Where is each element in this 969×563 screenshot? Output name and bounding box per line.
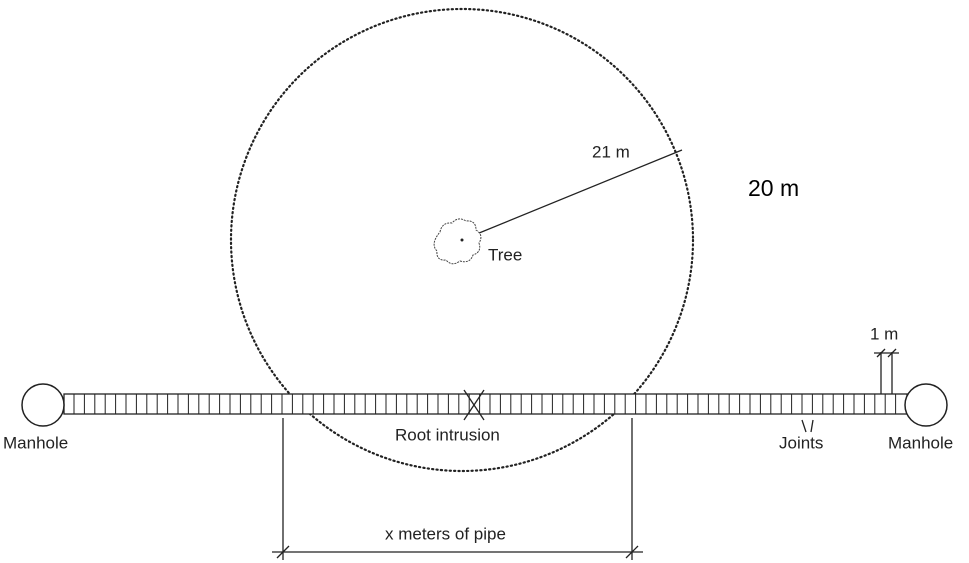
joint-pointer	[801, 419, 814, 433]
tree-label: Tree	[488, 245, 522, 264]
spacing-dimension	[874, 348, 899, 394]
manhole-label: Manhole	[3, 433, 68, 452]
radius-line	[461, 149, 683, 241]
root-intrusion-label: Root intrusion	[395, 425, 500, 444]
spacing-label: 1 m	[870, 324, 898, 343]
root-intrusion-mark	[463, 389, 485, 421]
radius-label: 21 m	[592, 142, 630, 161]
pipe	[63, 393, 908, 415]
tree-icon	[433, 218, 482, 265]
manhole	[21, 383, 65, 427]
length-dimension	[272, 418, 643, 560]
manhole-label: Manhole	[888, 433, 953, 452]
side-note: 20 m	[748, 175, 799, 201]
manhole	[904, 383, 948, 427]
root-zone	[229, 7, 695, 473]
pipe-length-label: x meters of pipe	[385, 524, 506, 543]
joints-label: Joints	[779, 433, 823, 452]
